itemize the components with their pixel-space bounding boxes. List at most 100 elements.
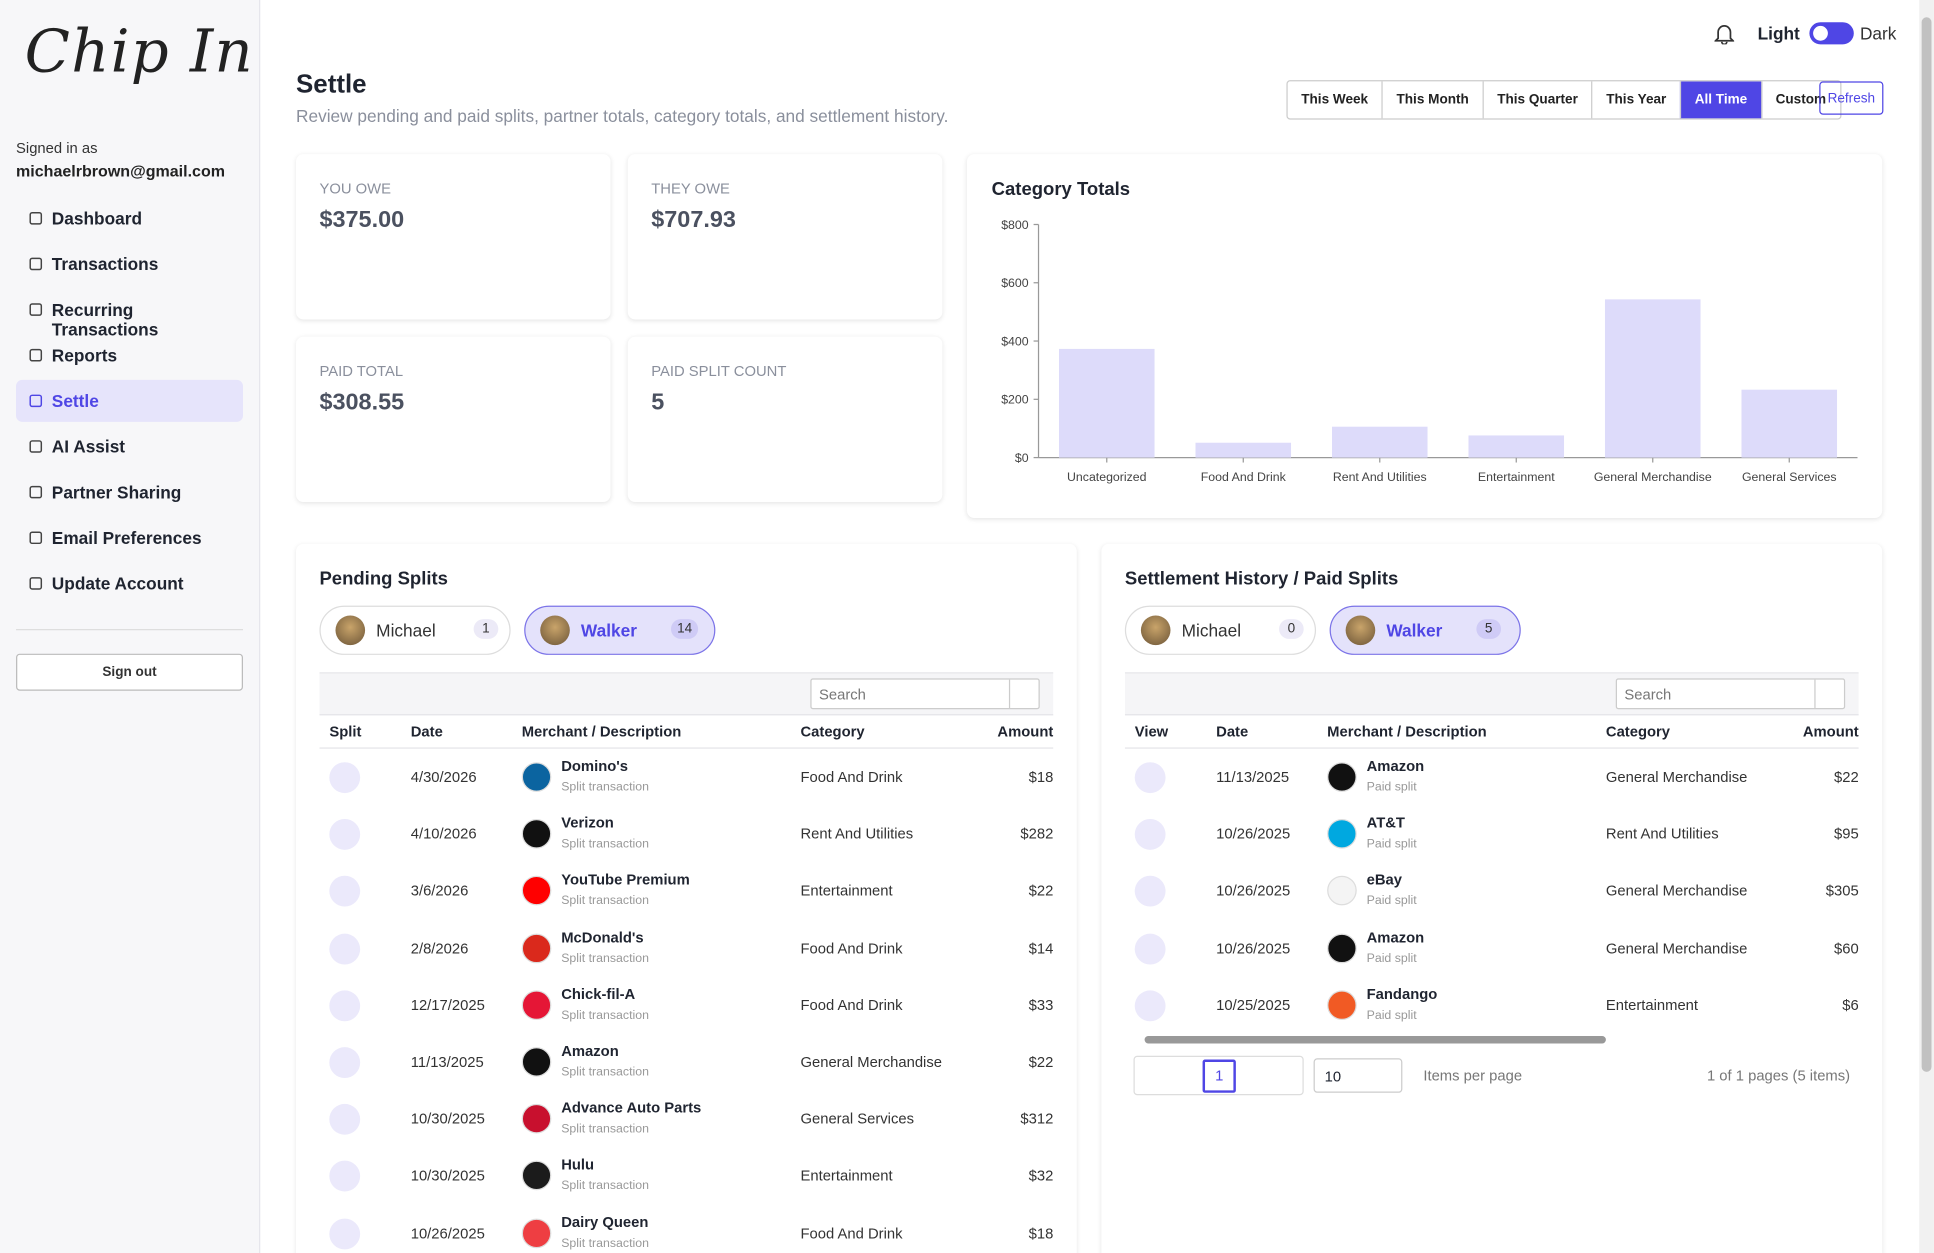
column-header[interactable]: Date xyxy=(1216,722,1249,741)
range-button[interactable]: This Quarter xyxy=(1482,81,1591,119)
nav-item[interactable]: Recurring Transactions xyxy=(16,289,243,339)
logo[interactable]: Chip In xyxy=(24,17,254,87)
nav-item[interactable]: AI Assist xyxy=(16,426,243,468)
range-button[interactable]: This Month xyxy=(1381,81,1483,119)
nav-item[interactable]: Reports xyxy=(16,334,243,376)
row-amount: $22 xyxy=(1834,768,1859,786)
nav-label: Email Preferences xyxy=(51,527,202,548)
row-date: 10/26/2025 xyxy=(1216,825,1291,843)
search-button[interactable] xyxy=(1008,679,1040,708)
row-date: 12/17/2025 xyxy=(410,996,485,1014)
pager-current[interactable]: 1 xyxy=(1202,1059,1236,1093)
bar xyxy=(1468,435,1565,458)
nav-icon xyxy=(29,485,43,499)
partner-chip[interactable]: Walker 5 xyxy=(1329,605,1521,655)
column-header[interactable]: Amount xyxy=(1802,722,1859,741)
search-box[interactable]: Search xyxy=(810,678,1040,710)
row-date: 10/30/2025 xyxy=(410,1110,485,1128)
row-action[interactable] xyxy=(1134,990,1166,1022)
row-category: Food And Drink xyxy=(800,768,903,786)
nav-item[interactable]: Partner Sharing xyxy=(16,471,243,513)
row-date: 10/26/2025 xyxy=(410,1224,485,1242)
refresh-label: Refresh xyxy=(1827,90,1876,106)
chart: $0 $200 $400 $600 $800 Uncategorized Food And … xyxy=(1001,218,1858,484)
merchant-logo xyxy=(521,819,552,849)
column-header[interactable]: Merchant / Description xyxy=(1327,722,1487,741)
toggle-knob xyxy=(1813,25,1828,41)
window-scroll-thumb[interactable] xyxy=(1921,17,1932,1072)
row-action[interactable] xyxy=(1134,762,1166,794)
row-amount: $22 xyxy=(1028,882,1054,900)
partner-name: Michael xyxy=(1181,620,1242,641)
row-action[interactable] xyxy=(329,876,361,908)
merchant-note: Split transaction xyxy=(561,837,649,852)
range-button[interactable]: All Time xyxy=(1679,81,1761,119)
bar xyxy=(1058,348,1155,458)
row-action[interactable] xyxy=(329,1218,361,1249)
partner-avatar xyxy=(1345,615,1376,646)
header-border xyxy=(319,747,1054,749)
nav-item[interactable]: Email Preferences xyxy=(16,517,243,559)
nav-label: Reports xyxy=(51,345,118,366)
partner-chip[interactable]: Michael 1 xyxy=(319,605,511,655)
nav-label: Update Account xyxy=(51,573,184,594)
nav-item[interactable]: Transactions xyxy=(16,243,243,285)
nav-icon-shape xyxy=(29,394,43,408)
row-action[interactable] xyxy=(1134,876,1166,908)
column-header[interactable]: Merchant / Description xyxy=(521,722,682,741)
column-header[interactable]: Split xyxy=(329,722,362,741)
partner-chip[interactable]: Walker 14 xyxy=(524,605,716,655)
table: Search View Date Merchant / Description Cate… xyxy=(1124,672,1859,1253)
nav-icon xyxy=(29,394,43,408)
merchant-note: Paid split xyxy=(1366,951,1417,966)
stat-label: THEY OWE xyxy=(651,180,730,198)
partner-count: 1 xyxy=(473,619,499,639)
nav-item[interactable]: Settle xyxy=(16,379,243,422)
column-header[interactable]: View xyxy=(1134,722,1169,741)
row-action[interactable] xyxy=(1134,819,1166,851)
chart-title: Category Totals xyxy=(991,178,1131,200)
nav-item[interactable]: Update Account xyxy=(16,562,243,604)
row-action[interactable] xyxy=(329,1161,361,1192)
row-action[interactable] xyxy=(1134,933,1166,965)
column-header[interactable]: Amount xyxy=(997,722,1054,741)
merchant-note: Split transaction xyxy=(561,1122,649,1137)
merchant-logo xyxy=(1327,876,1357,906)
search-button[interactable] xyxy=(1814,679,1845,708)
range-button[interactable]: This Year xyxy=(1591,81,1679,119)
nav-icon xyxy=(29,303,43,316)
nav-label: AI Assist xyxy=(51,436,126,457)
nav-item[interactable]: Dashboard xyxy=(16,197,243,239)
column-header[interactable]: Date xyxy=(410,722,443,741)
row-action[interactable] xyxy=(329,819,361,851)
row-action[interactable] xyxy=(329,990,361,1022)
sign-out-button[interactable]: Sign out xyxy=(16,653,243,691)
column-header[interactable]: Category xyxy=(800,722,865,741)
page-size-select[interactable]: 10 xyxy=(1313,1058,1403,1093)
row-action[interactable] xyxy=(329,1047,361,1078)
nav-icon-shape xyxy=(29,531,43,545)
row-action[interactable] xyxy=(329,933,361,965)
nav-icon xyxy=(29,531,43,545)
x-tick-label: Rent And Utilities xyxy=(1333,470,1427,484)
search-box[interactable]: Search xyxy=(1615,678,1846,710)
row-action[interactable] xyxy=(329,1104,361,1135)
row-action[interactable] xyxy=(329,762,361,794)
scroll-thumb[interactable] xyxy=(1144,1036,1606,1044)
range-button[interactable]: This Week xyxy=(1301,92,1369,108)
merchant-logo xyxy=(1327,819,1357,849)
row-category: General Services xyxy=(800,1110,915,1128)
row-category: Food And Drink xyxy=(800,996,903,1014)
merchant-logo xyxy=(521,990,552,1020)
range-button[interactable]: Custom xyxy=(1760,81,1840,119)
refresh-button[interactable]: Refresh xyxy=(1819,81,1884,115)
page-title: Settle xyxy=(296,70,367,99)
nav-icon xyxy=(29,440,43,453)
partner-chip[interactable]: Michael 0 xyxy=(1124,605,1317,655)
column-header[interactable]: Category xyxy=(1605,722,1671,741)
merchant-name: McDonald's xyxy=(561,928,644,946)
row-amount: $6 xyxy=(1842,996,1859,1014)
stat-card: YOU OWE $375.00 xyxy=(296,154,611,320)
notification-bell[interactable] xyxy=(1714,22,1735,45)
theme-toggle[interactable] xyxy=(1809,22,1854,45)
